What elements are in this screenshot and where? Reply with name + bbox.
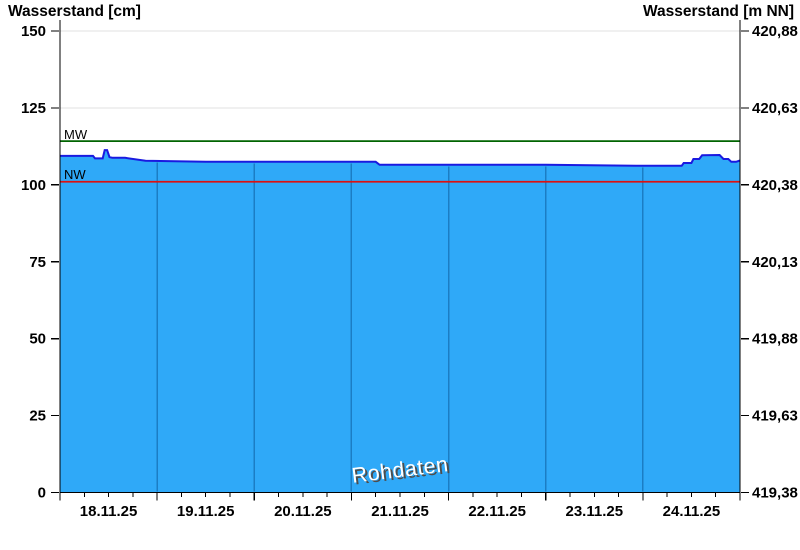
x-date-label: 20.11.25 [274, 503, 332, 520]
x-date-label: 21.11.25 [371, 503, 429, 520]
left-tick-label: 50 [29, 331, 46, 348]
left-tick-label: 125 [21, 100, 46, 117]
right-tick-label: 419,63 [752, 408, 798, 425]
left-tick-label: 100 [21, 177, 46, 194]
nw-line-label: NW [64, 167, 86, 182]
left-tick-label: 0 [38, 485, 46, 502]
left-tick-label: 150 [21, 23, 46, 40]
x-date-label: 22.11.25 [468, 503, 526, 520]
mw-line-label: MW [64, 127, 88, 142]
x-date-label: 18.11.25 [80, 503, 138, 520]
area-fill [60, 150, 740, 492]
right-tick-label: 420,63 [752, 100, 798, 117]
right-tick-label: 420,38 [752, 177, 798, 194]
x-date-label: 23.11.25 [566, 503, 624, 520]
x-date-label: 24.11.25 [663, 503, 721, 520]
left-tick-label: 25 [29, 408, 46, 425]
right-tick-label: 419,88 [752, 331, 798, 348]
right-tick-label: 420,13 [752, 254, 798, 271]
right-tick-label: 420,88 [752, 23, 798, 40]
reference-lines [60, 140, 740, 183]
x-date-label: 19.11.25 [177, 503, 235, 520]
day-boundary-lines [156, 162, 644, 492]
left-axis-title: Wasserstand [cm] [8, 3, 141, 20]
right-axis-title: Wasserstand [m NN] [643, 3, 794, 20]
water-level-area [60, 149, 741, 492]
right-tick-label: 419,38 [752, 485, 798, 502]
tick-labels: 0 419,38 25 419,63 50 419,88 75 420,13 100 420,38… [21, 23, 798, 520]
area-top-edge [60, 149, 741, 167]
tick-marks [51, 30, 749, 501]
left-tick-label: 75 [29, 254, 46, 271]
